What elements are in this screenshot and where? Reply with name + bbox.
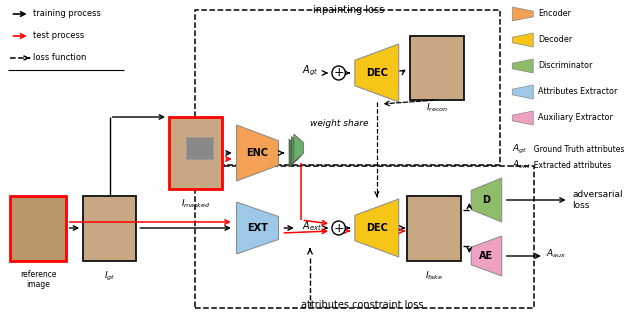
Text: attributes constraint loss: attributes constraint loss: [301, 300, 424, 310]
Text: $A_{ext}$: $A_{ext}$: [512, 159, 531, 171]
Polygon shape: [291, 136, 301, 165]
Polygon shape: [355, 44, 399, 102]
Text: $I_{masked}$: $I_{masked}$: [180, 197, 211, 210]
Polygon shape: [512, 33, 533, 47]
Text: training process: training process: [33, 10, 101, 18]
FancyBboxPatch shape: [407, 195, 461, 260]
Text: Attributes Extractor: Attributes Extractor: [538, 88, 618, 96]
Text: DEC: DEC: [366, 68, 388, 78]
Text: EXT: EXT: [247, 223, 268, 233]
Circle shape: [332, 66, 346, 80]
Text: ENC: ENC: [246, 148, 269, 158]
FancyBboxPatch shape: [83, 195, 136, 260]
Polygon shape: [512, 59, 533, 73]
Polygon shape: [512, 7, 533, 21]
Polygon shape: [512, 111, 533, 125]
Text: $A_{gt}$: $A_{gt}$: [302, 64, 318, 78]
FancyBboxPatch shape: [10, 195, 66, 260]
Text: inpainting loss: inpainting loss: [312, 5, 384, 15]
Polygon shape: [289, 139, 299, 167]
Text: D: D: [483, 195, 490, 205]
Text: $I_{fake}$: $I_{fake}$: [425, 270, 443, 282]
FancyBboxPatch shape: [170, 117, 222, 189]
Polygon shape: [237, 202, 278, 254]
Polygon shape: [237, 125, 278, 181]
Polygon shape: [471, 178, 502, 222]
Polygon shape: [512, 85, 533, 99]
Text: reference
image: reference image: [20, 270, 56, 289]
FancyBboxPatch shape: [410, 36, 463, 100]
Text: Auxiliary Extractor: Auxiliary Extractor: [538, 113, 613, 122]
Text: $A_{gt}$: $A_{gt}$: [512, 142, 527, 155]
Text: weight share: weight share: [310, 118, 369, 128]
Text: DEC: DEC: [366, 223, 388, 233]
Polygon shape: [294, 134, 303, 162]
Polygon shape: [355, 199, 399, 257]
FancyBboxPatch shape: [186, 137, 212, 159]
Circle shape: [332, 221, 346, 235]
Text: Encoder: Encoder: [538, 10, 571, 18]
Text: +: +: [333, 221, 344, 235]
Text: $I_{recon}$: $I_{recon}$: [426, 102, 448, 114]
Text: AE: AE: [479, 251, 493, 261]
Text: adversarial
loss: adversarial loss: [572, 190, 623, 210]
Text: $A_{aux}$: $A_{aux}$: [546, 248, 566, 260]
Polygon shape: [471, 236, 502, 276]
Text: Ground Truth attributes: Ground Truth attributes: [529, 145, 625, 154]
Text: $I_{gt}$: $I_{gt}$: [104, 270, 115, 283]
Text: +: +: [333, 67, 344, 79]
Text: Discriminator: Discriminator: [538, 62, 593, 71]
Text: Decoder: Decoder: [538, 35, 572, 45]
Text: Extracted attributes: Extracted attributes: [529, 160, 612, 170]
Text: $A_{ext}$: $A_{ext}$: [302, 219, 322, 233]
Text: test process: test process: [33, 31, 84, 40]
Text: loss function: loss function: [33, 53, 87, 63]
